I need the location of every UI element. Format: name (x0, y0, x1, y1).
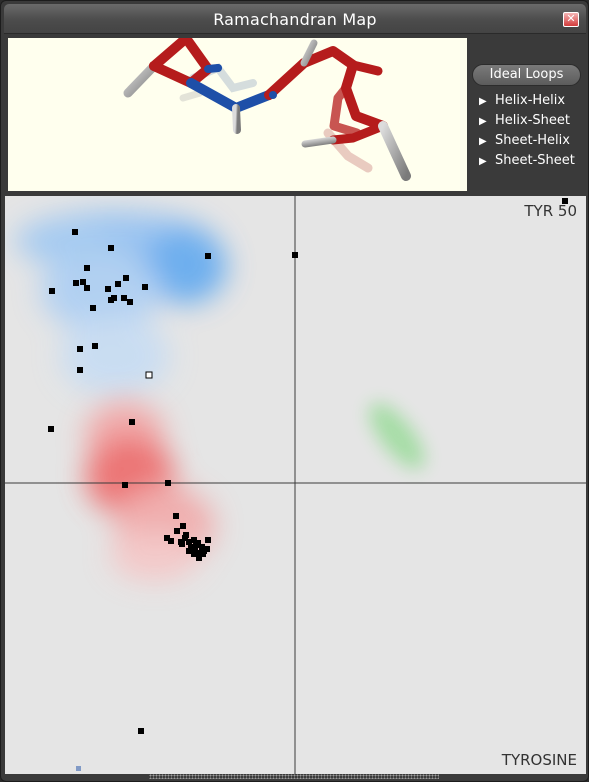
residue-point[interactable] (129, 419, 135, 425)
residue-point[interactable] (186, 539, 192, 545)
residue-point[interactable] (127, 299, 133, 305)
residue-point[interactable] (205, 253, 211, 259)
residue-point[interactable] (180, 523, 186, 529)
residue-point[interactable] (90, 305, 96, 311)
residue-point[interactable] (108, 297, 114, 303)
ideal-loops-button[interactable]: Ideal Loops (472, 64, 581, 86)
residue-point[interactable] (165, 480, 171, 486)
triangle-right-icon: ▶ (479, 156, 487, 167)
residue-points (48, 198, 568, 734)
residue-point[interactable] (142, 284, 148, 290)
residue-point[interactable] (164, 535, 170, 541)
residue-point[interactable] (178, 539, 184, 545)
molecule-viewer[interactable] (8, 38, 467, 191)
backbone-3d-render (123, 38, 411, 181)
nitrogen-atoms (214, 64, 277, 99)
offscreen-point (76, 766, 81, 771)
residue-point[interactable] (168, 538, 174, 544)
residue-point[interactable] (72, 229, 78, 235)
residue-point[interactable] (49, 288, 55, 294)
residue-point[interactable] (80, 279, 86, 285)
residue-point[interactable] (562, 198, 568, 204)
residue-point[interactable] (292, 252, 298, 258)
residue-point[interactable] (77, 367, 83, 373)
title-bar[interactable]: Ramachandran Map ✕ (4, 4, 586, 34)
residue-point[interactable] (199, 544, 205, 550)
resize-handle[interactable] (149, 774, 439, 779)
selected-residue-point[interactable] (145, 371, 153, 379)
loop-option-helix-sheet[interactable]: ▶ Helix-Sheet (479, 113, 570, 131)
close-icon[interactable]: ✕ (563, 12, 579, 27)
residue-point[interactable] (73, 280, 79, 286)
residue-point[interactable] (191, 551, 197, 557)
residue-point[interactable] (192, 547, 198, 553)
beta-region (15, 211, 227, 396)
loop-option-label: Sheet-Helix (495, 133, 570, 148)
residue-point[interactable] (196, 555, 202, 561)
residue-point[interactable] (183, 532, 189, 538)
residue-point[interactable] (186, 548, 192, 554)
triangle-right-icon: ▶ (479, 96, 487, 107)
ramachandran-plot[interactable]: TYR 50 TYROSINE (5, 196, 586, 774)
loop-option-sheet-helix[interactable]: ▶ Sheet-Helix (479, 133, 570, 151)
residue-point[interactable] (123, 275, 129, 281)
residue-point[interactable] (191, 537, 197, 543)
loop-option-helix-helix[interactable]: ▶ Helix-Helix (479, 93, 565, 111)
triangle-right-icon: ▶ (479, 116, 487, 127)
triangle-right-icon: ▶ (479, 136, 487, 147)
residue-label: TYR 50 (524, 202, 577, 220)
residue-point[interactable] (205, 537, 211, 543)
loop-option-label: Helix-Helix (495, 93, 566, 108)
loop-option-label: Helix-Sheet (495, 113, 570, 128)
plot-canvas (5, 196, 586, 774)
residue-point[interactable] (115, 281, 121, 287)
left-helix-region (369, 402, 425, 470)
residue-point[interactable] (92, 343, 98, 349)
residue-point[interactable] (138, 728, 144, 734)
residue-point[interactable] (84, 285, 90, 291)
residue-point[interactable] (108, 245, 114, 251)
residue-point[interactable] (48, 426, 54, 432)
loop-option-sheet-sheet[interactable]: ▶ Sheet-Sheet (479, 153, 575, 171)
loop-panel: Ideal Loops ▶ Helix-Helix ▶ Helix-Sheet ▶ S… (467, 38, 586, 191)
residue-point[interactable] (122, 482, 128, 488)
residue-point[interactable] (188, 544, 194, 550)
window-title: Ramachandran Map (213, 10, 377, 29)
residue-point[interactable] (174, 528, 180, 534)
residue-point[interactable] (105, 286, 111, 292)
residue-point[interactable] (84, 265, 90, 271)
amino-acid-label: TYROSINE (501, 751, 577, 769)
residue-point[interactable] (77, 346, 83, 352)
residue-point[interactable] (201, 548, 207, 554)
loop-option-label: Sheet-Sheet (495, 153, 575, 168)
residue-point[interactable] (193, 542, 199, 548)
residue-point[interactable] (173, 513, 179, 519)
residue-point[interactable] (121, 295, 127, 301)
